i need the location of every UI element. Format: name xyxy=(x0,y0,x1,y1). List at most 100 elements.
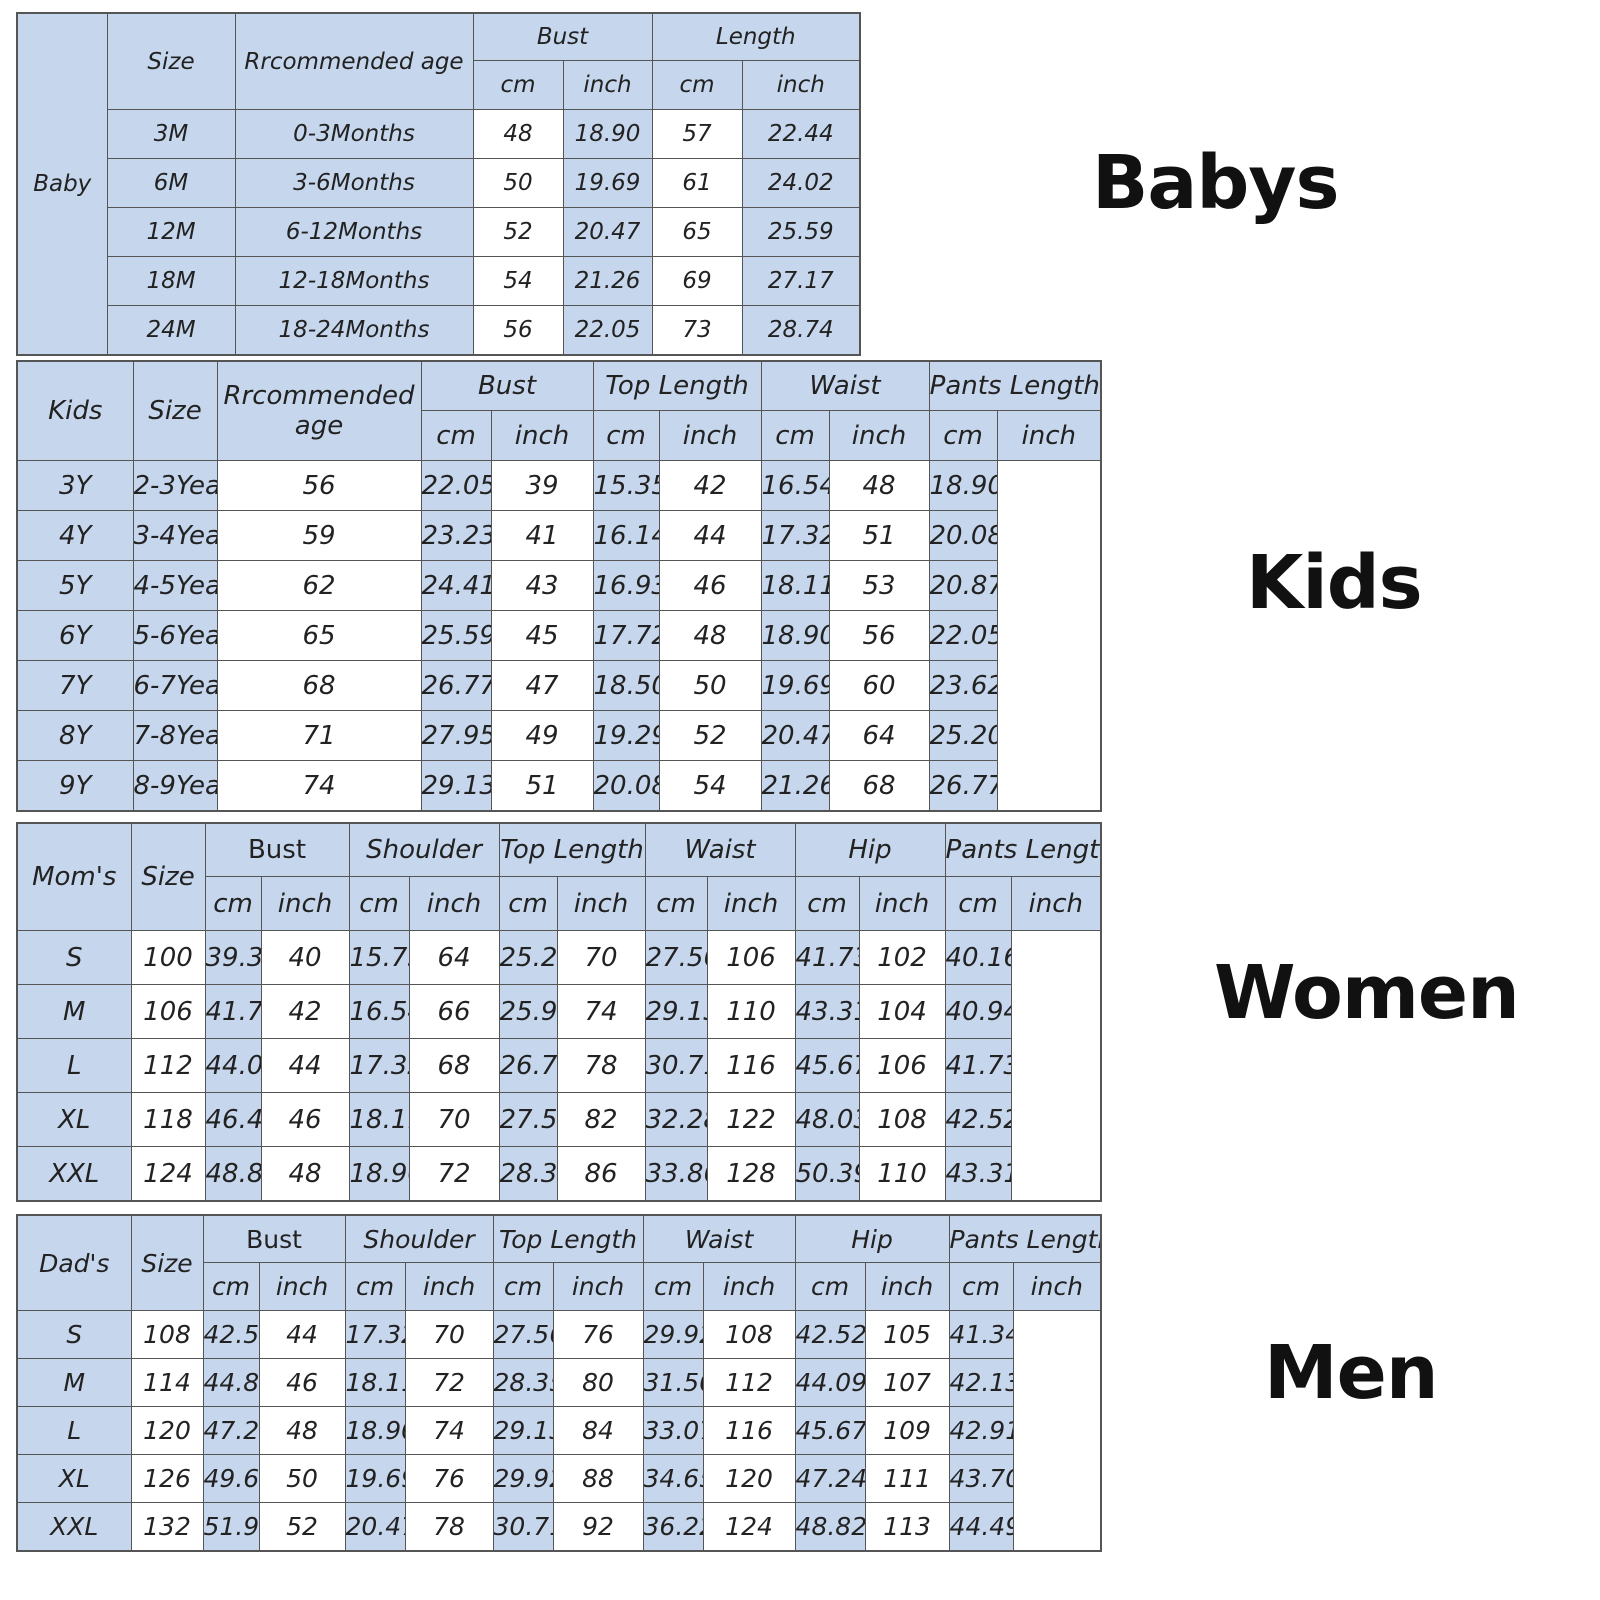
value-cell: 54 xyxy=(472,256,564,306)
value-cell: 25.20 xyxy=(928,710,998,761)
size-cell: 12M xyxy=(106,207,236,257)
value-cell: 27.17 xyxy=(741,256,861,306)
value-cell: 19.69 xyxy=(760,660,830,711)
value-cell: 22.05 xyxy=(420,460,492,511)
inch-header: inch xyxy=(562,60,653,110)
value-cell: 40 xyxy=(260,930,350,985)
cm-header: cm xyxy=(644,876,708,931)
cm-header: cm xyxy=(794,876,860,931)
value-cell: 18.11 xyxy=(348,1092,410,1147)
value-cell: 100 xyxy=(130,930,206,985)
value-cell: 50 xyxy=(472,158,564,208)
value-cell: 44 xyxy=(260,1038,350,1093)
inch-header: inch xyxy=(258,1262,346,1311)
value-cell: 126 xyxy=(130,1454,204,1503)
value-cell: 25.59 xyxy=(741,207,861,257)
moms-size-section: Mom's Size Bust Shoulder Top Length Wais… xyxy=(16,822,1103,1202)
value-cell: 18.90 xyxy=(760,610,830,661)
inch-header: inch xyxy=(858,876,946,931)
value-cell: 18.11 xyxy=(344,1358,406,1407)
value-cell: 92 xyxy=(552,1502,644,1552)
table-row: 3M 0-3Months 48 18.90 57 22.44 xyxy=(17,109,861,159)
value-cell: 25.98 xyxy=(498,984,558,1039)
value-cell: 23.62 xyxy=(928,660,998,711)
value-cell: 42 xyxy=(260,984,350,1039)
value-cell: 113 xyxy=(864,1502,950,1552)
dads-category-label: Dad's xyxy=(16,1214,132,1311)
value-cell: 51 xyxy=(490,760,594,812)
bust-header: Bust xyxy=(202,1214,346,1263)
table-row: S10842.524417.327027.567629.9210842.5210… xyxy=(16,1310,1101,1359)
size-cell: S xyxy=(16,930,132,985)
size-cell: XL xyxy=(16,1092,132,1147)
inch-header: inch xyxy=(996,410,1102,461)
value-cell: 46 xyxy=(260,1092,350,1147)
value-cell: 41 xyxy=(490,510,594,561)
value-cell: 116 xyxy=(706,1038,796,1093)
size-header: Size xyxy=(130,822,206,931)
size-cell: 4Y xyxy=(16,510,134,561)
value-cell: 74 xyxy=(404,1406,494,1455)
value-cell: 50 xyxy=(258,1454,346,1503)
cm-header: cm xyxy=(948,1262,1014,1311)
value-cell: 107 xyxy=(864,1358,950,1407)
cm-header: cm xyxy=(642,1262,704,1311)
size-header: Size xyxy=(106,12,236,110)
table-row: 12M 6-12Months 52 20.47 65 25.59 xyxy=(17,207,861,257)
value-cell: 19.69 xyxy=(562,158,653,208)
value-cell: 45 xyxy=(490,610,594,661)
table-row: L12047.244818.907429.138433.0711645.6710… xyxy=(16,1406,1101,1455)
value-cell: 49 xyxy=(490,710,594,761)
inch-header: inch xyxy=(404,1262,494,1311)
value-cell: 56 xyxy=(828,610,930,661)
top-length-header: Top Length xyxy=(498,822,646,877)
value-cell: 48 xyxy=(260,1146,350,1202)
value-cell: 28.35 xyxy=(498,1146,558,1202)
value-cell: 78 xyxy=(556,1038,646,1093)
cm-header: cm xyxy=(651,60,743,110)
value-cell: 44.09 xyxy=(794,1358,866,1407)
value-cell: 52 xyxy=(658,710,762,761)
baby-size-section: Baby Size Rrcommended age Bust Length cm… xyxy=(16,12,862,356)
value-cell: 106 xyxy=(706,930,796,985)
value-cell: 70 xyxy=(408,1092,500,1147)
size-cell: 8Y xyxy=(16,710,134,761)
table-row: 18M 12-18Months 54 21.26 69 27.17 xyxy=(17,256,861,306)
value-cell: 106 xyxy=(858,1038,946,1093)
value-cell: 111 xyxy=(864,1454,950,1503)
value-cell: 19.69 xyxy=(344,1454,406,1503)
value-cell: 45.67 xyxy=(794,1038,860,1093)
value-cell: 18.90 xyxy=(348,1146,410,1202)
value-cell: 106 xyxy=(130,984,206,1039)
age-cell: 7-8Years xyxy=(132,710,218,761)
inch-header: inch xyxy=(556,876,646,931)
inch-header: inch xyxy=(408,876,500,931)
value-cell: 15.75 xyxy=(348,930,410,985)
value-cell: 21.26 xyxy=(562,256,653,306)
age-cell: 3-4Years xyxy=(132,510,218,561)
value-cell: 64 xyxy=(408,930,500,985)
value-cell: 43.31 xyxy=(794,984,860,1039)
value-cell: 49.61 xyxy=(202,1454,260,1503)
size-cell: M xyxy=(16,1358,132,1407)
size-cell: 6Y xyxy=(16,610,134,661)
value-cell: 74 xyxy=(556,984,646,1039)
age-cell: 3-6Months xyxy=(234,158,474,208)
table-row: 24M 18-24Months 56 22.05 73 28.74 xyxy=(17,305,861,356)
value-cell: 18.11 xyxy=(760,560,830,611)
value-cell: 36.22 xyxy=(642,1502,704,1552)
pants-length-header: Pants Length xyxy=(944,822,1102,877)
waist-header: Waist xyxy=(642,1214,796,1263)
inch-header: inch xyxy=(864,1262,950,1311)
value-cell: 46 xyxy=(258,1358,346,1407)
value-cell: 102 xyxy=(858,930,946,985)
value-cell: 29.92 xyxy=(492,1454,554,1503)
value-cell: 16.14 xyxy=(592,510,660,561)
cm-header: cm xyxy=(794,1262,866,1311)
shoulder-header: Shoulder xyxy=(348,822,500,877)
value-cell: 122 xyxy=(706,1092,796,1147)
